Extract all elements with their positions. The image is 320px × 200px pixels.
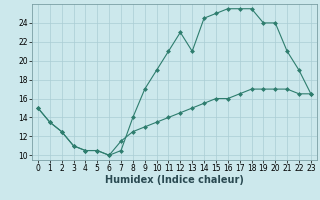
X-axis label: Humidex (Indice chaleur): Humidex (Indice chaleur) (105, 175, 244, 185)
